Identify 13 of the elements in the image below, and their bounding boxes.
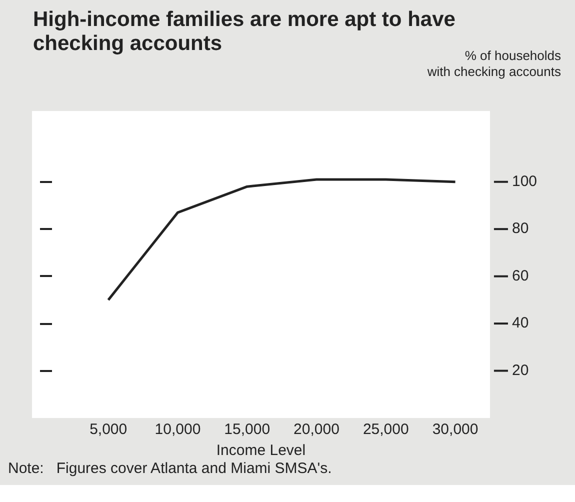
y-tick-label: 80 — [512, 220, 529, 238]
x-tick-label: 30,000 — [432, 421, 478, 438]
y-tick-label: 20 — [512, 362, 529, 379]
x-tick-label: 15,000 — [224, 421, 270, 438]
y-tick-label: 100 — [512, 172, 538, 190]
x-tick-label: 25,000 — [362, 421, 409, 438]
y-tick-label: 60 — [512, 267, 529, 284]
x-axis-title: Income Level — [216, 442, 306, 460]
y-tick-label: 40 — [512, 314, 529, 332]
x-tick-label: 10,000 — [154, 421, 201, 438]
text: Note: Figures cover Atlanta and Miami SMSA's. — [8, 460, 333, 477]
x-tick-label: 5,000 — [90, 421, 128, 438]
x-tick-label: 20,000 — [294, 421, 340, 438]
